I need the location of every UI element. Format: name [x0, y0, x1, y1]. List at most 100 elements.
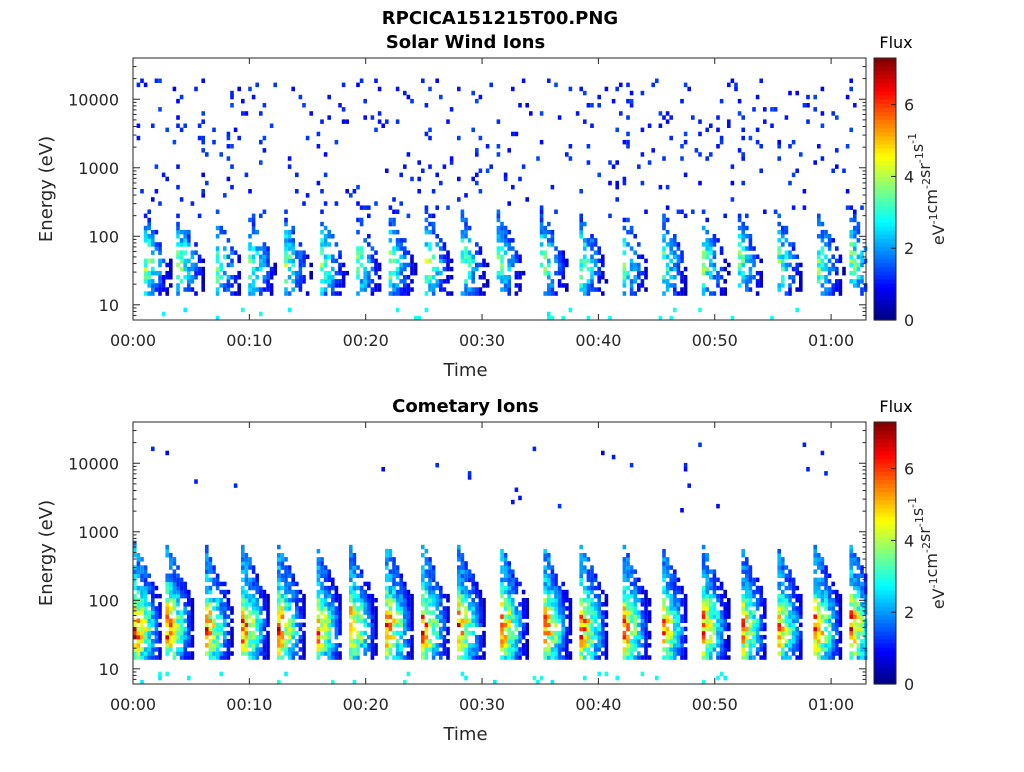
heatmap-cell [629, 651, 634, 656]
heatmap-cell [374, 266, 378, 272]
y-tick-label: 10000 [68, 454, 119, 473]
heatmap-cell [817, 221, 821, 227]
heatmap-cell [712, 585, 717, 591]
heatmap-cell [151, 614, 155, 619]
heatmap-cell [838, 254, 843, 259]
heatmap-cell [248, 577, 252, 583]
heatmap-cell [817, 626, 821, 632]
heatmap-cell [640, 610, 645, 615]
heatmap-cell [284, 242, 288, 247]
heatmap-cell [183, 643, 187, 648]
heatmap-cell [665, 111, 670, 116]
heatmap-cell [201, 139, 205, 145]
heatmap-cell [748, 565, 753, 570]
heatmap-cell [471, 573, 475, 578]
heatmap-cell [514, 487, 519, 492]
heatmap-cell [590, 270, 594, 276]
heatmap-cell [352, 573, 357, 578]
heatmap-cell [568, 610, 573, 615]
heatmap-cell [154, 164, 159, 169]
heatmap-cell [284, 229, 288, 235]
heatmap-cell [849, 602, 853, 607]
heatmap-cell [316, 593, 321, 599]
heatmap-cell [503, 569, 508, 574]
heatmap-cell [399, 262, 403, 268]
heatmap-cell [741, 647, 745, 652]
heatmap-cell [284, 258, 288, 264]
heatmap-cell [323, 225, 328, 231]
heatmap-cell [568, 618, 573, 623]
heatmap-cell [359, 287, 364, 292]
heatmap-cell [496, 250, 501, 255]
heatmap-cell [165, 275, 169, 280]
heatmap-cell [359, 573, 364, 578]
heatmap-cell [428, 221, 432, 227]
heatmap-cell [507, 262, 511, 268]
heatmap-cell [151, 123, 155, 128]
heatmap-cell [439, 254, 443, 259]
heatmap-cell [388, 275, 393, 280]
heatmap-cell [853, 246, 857, 251]
heatmap-cell [392, 565, 396, 570]
heatmap-cell [395, 270, 400, 276]
heatmap-cell [356, 593, 360, 599]
heatmap-cell [248, 622, 252, 628]
heatmap-cell [511, 639, 515, 644]
heatmap-cell [215, 246, 220, 251]
heatmap-cell [280, 593, 285, 599]
heatmap-cell [777, 593, 781, 599]
heatmap-cell [205, 577, 209, 583]
heatmap-cell [795, 639, 799, 644]
heatmap-cell [759, 258, 763, 264]
heatmap-cell [251, 565, 256, 570]
heatmap-cell [143, 569, 148, 574]
heatmap-cell [831, 287, 835, 292]
heatmap-cell [813, 630, 817, 636]
heatmap-cell [262, 254, 267, 259]
heatmap-cell [683, 82, 688, 88]
heatmap-cell [295, 614, 299, 619]
heatmap-cell [856, 610, 861, 615]
heatmap-cell [244, 606, 249, 611]
heatmap-cell [604, 593, 609, 599]
heatmap-cell [518, 581, 522, 587]
heatmap-cell [820, 557, 825, 562]
heatmap-cell [140, 610, 144, 615]
heatmap-cell [547, 577, 551, 583]
heatmap-cell [428, 565, 432, 570]
heatmap-cell [507, 287, 511, 292]
heatmap-cell [565, 651, 569, 656]
colorbar-step [874, 66, 896, 71]
heatmap-cell [521, 643, 526, 648]
heatmap-cell [554, 606, 558, 611]
heatmap-cell [403, 593, 407, 599]
heatmap-cell [478, 291, 483, 296]
heatmap-cell [763, 602, 767, 607]
heatmap-cell [597, 671, 601, 677]
heatmap-cell [853, 561, 857, 566]
heatmap-cell [424, 205, 429, 210]
heatmap-cell [143, 585, 148, 591]
heatmap-cell [482, 651, 486, 656]
heatmap-cell [583, 647, 587, 652]
heatmap-cell [262, 250, 267, 255]
heatmap-cell [550, 283, 555, 288]
heatmap-cell [755, 639, 760, 644]
heatmap-cell [302, 630, 306, 636]
heatmap-cell [331, 254, 335, 259]
heatmap-cell [709, 246, 713, 251]
heatmap-cell [611, 164, 616, 169]
colorbar-step [874, 168, 896, 174]
heatmap-cell [190, 262, 195, 268]
heatmap-cell [835, 602, 839, 607]
heatmap-cell [421, 585, 425, 591]
heatmap-cell [349, 606, 353, 611]
heatmap-cell [223, 246, 227, 251]
heatmap-cell [626, 242, 630, 247]
heatmap-cell [316, 614, 321, 619]
heatmap-cell [413, 270, 418, 276]
heatmap-cell [705, 254, 709, 259]
heatmap-cell [266, 283, 270, 288]
heatmap-cell [467, 573, 472, 578]
heatmap-cell [705, 618, 709, 623]
